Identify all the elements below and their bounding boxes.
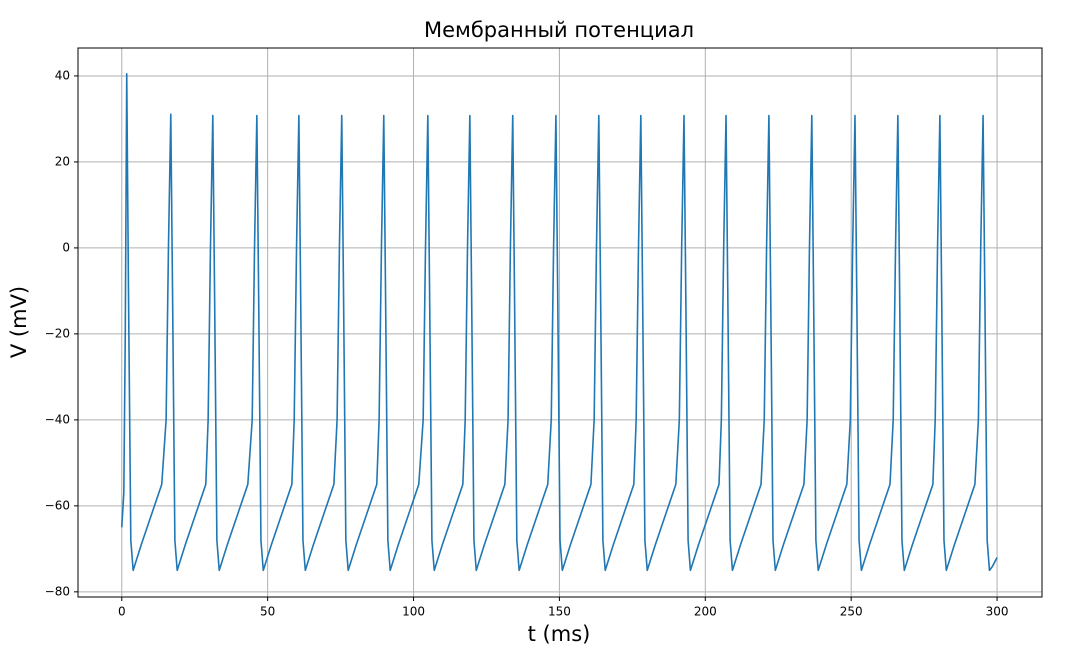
y-tick-label: −80 <box>45 584 70 598</box>
y-tick-label: −40 <box>45 412 70 426</box>
data-line <box>120 72 998 572</box>
x-tick-label: 50 <box>260 605 275 619</box>
y-tick-label: 40 <box>55 68 70 82</box>
x-axis-label: t (ms) <box>528 622 591 646</box>
plot-frame <box>77 47 1043 598</box>
chart-title: Мембранный потенциал <box>424 18 694 42</box>
y-axis-label: V (mV) <box>7 286 31 358</box>
x-tick-label: 0 <box>118 605 126 619</box>
y-tick-label: −20 <box>45 326 70 340</box>
x-tick-label: 300 <box>986 605 1009 619</box>
y-tick-label: 20 <box>55 154 70 168</box>
x-tick-label: 150 <box>548 605 571 619</box>
x-tick-label: 250 <box>840 605 863 619</box>
y-tick-label: 0 <box>62 240 70 254</box>
x-tick-label: 100 <box>402 605 425 619</box>
x-tick-label: 200 <box>694 605 717 619</box>
y-tick-label: −60 <box>45 498 70 512</box>
